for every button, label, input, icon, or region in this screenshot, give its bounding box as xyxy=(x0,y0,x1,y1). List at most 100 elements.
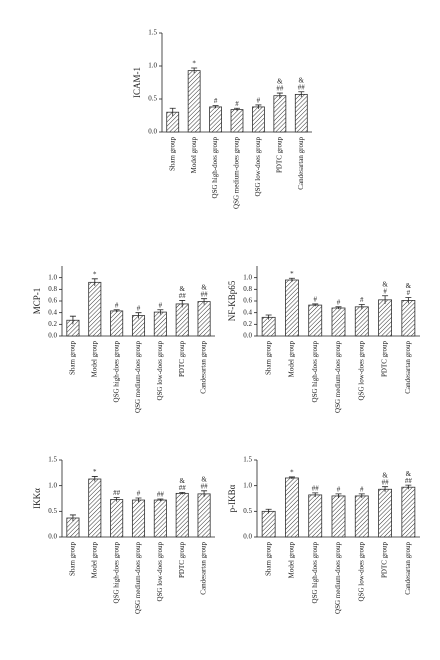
error-bar xyxy=(312,303,319,307)
x-tick-label: QSG high-does group xyxy=(211,137,219,199)
error-bar xyxy=(288,277,295,282)
x-tick-label: QSG medium-does group xyxy=(134,542,142,614)
x-tick-label: Candesartan group xyxy=(404,542,412,595)
significance-mark: & xyxy=(179,477,185,485)
error-bar xyxy=(358,493,365,498)
significance-mark: # xyxy=(115,301,119,309)
x-tick-label: PDTC group xyxy=(178,341,186,377)
error-bar xyxy=(113,309,120,313)
x-tick-label: Candesartan group xyxy=(297,137,305,190)
bar xyxy=(88,478,102,538)
significance-mark: & xyxy=(406,282,412,290)
x-tick-label: Candesartan group xyxy=(404,341,412,394)
bar xyxy=(308,494,323,538)
error-bar xyxy=(288,476,295,479)
bar xyxy=(294,93,308,133)
significance-mark: ## xyxy=(179,484,187,492)
error-bar xyxy=(405,297,412,304)
bar xyxy=(378,299,392,337)
bar xyxy=(197,301,211,337)
x-tick-label: Model group xyxy=(90,341,98,378)
x-tick-label: Model group xyxy=(190,137,198,174)
bar xyxy=(153,311,167,337)
bar xyxy=(209,106,222,133)
significance-mark: ## xyxy=(405,477,413,485)
significance-mark: # xyxy=(407,289,411,297)
significance-mark: ## xyxy=(312,484,320,492)
significance-mark: & xyxy=(277,78,283,86)
significance-mark: & xyxy=(382,471,388,479)
bar xyxy=(110,310,124,337)
x-tick-label: Sham group xyxy=(69,341,77,376)
y-tick-label: 0.0 xyxy=(148,128,157,136)
x-tick-label: Sham group xyxy=(69,542,77,577)
bar xyxy=(131,499,146,538)
x-tick-label: QSG high-does group xyxy=(311,341,319,403)
bar xyxy=(273,95,287,133)
y-axis-label: NF-KBp65 xyxy=(227,280,237,321)
x-tick-label: QSG low-does group xyxy=(357,341,365,401)
error-bar xyxy=(135,312,142,319)
y-tick-label: 0.5 xyxy=(48,507,57,515)
y-tick-label: 0.6 xyxy=(243,297,252,305)
x-tick-label: Sham group xyxy=(264,542,272,577)
bar xyxy=(153,499,167,538)
bar xyxy=(378,488,392,538)
significance-mark: & xyxy=(299,76,305,84)
significance-mark: # xyxy=(235,100,239,108)
significance-mark: ## xyxy=(382,478,390,486)
x-tick-label: Model group xyxy=(288,341,296,378)
error-bar xyxy=(335,493,342,498)
bar xyxy=(261,316,276,337)
x-tick-label: QSG low-does group xyxy=(357,542,365,602)
error-bar xyxy=(169,107,176,117)
bar xyxy=(197,493,211,538)
error-bar xyxy=(298,91,305,98)
y-tick-label: 1.0 xyxy=(243,481,252,489)
significance-mark: ## xyxy=(276,85,284,93)
error-bar xyxy=(276,92,283,99)
bar xyxy=(252,106,265,133)
y-tick-label: 0.0 xyxy=(243,332,252,340)
significance-mark: ## xyxy=(157,491,165,499)
bar xyxy=(285,279,299,337)
significance-mark: # xyxy=(214,97,218,105)
y-tick-label: 1.5 xyxy=(243,456,252,464)
x-tick-label: QSG medium-does group xyxy=(233,137,241,209)
significance-mark: ## xyxy=(298,83,306,91)
significance-mark: * xyxy=(93,468,97,476)
y-tick-label: 1.0 xyxy=(148,62,157,70)
y-tick-label: 1.0 xyxy=(243,273,252,281)
error-bar xyxy=(157,309,164,315)
error-bar xyxy=(91,278,98,286)
y-tick-label: 0.2 xyxy=(48,320,57,328)
significance-mark: ## xyxy=(179,292,187,300)
significance-mark: & xyxy=(201,283,207,291)
significance-mark: * xyxy=(192,60,196,68)
significance-mark: & xyxy=(201,475,207,483)
x-tick-label: Candesartan group xyxy=(200,341,208,394)
significance-mark: # xyxy=(337,485,341,493)
x-tick-label: Model group xyxy=(288,542,296,579)
error-bar xyxy=(382,295,389,304)
y-axis-label: p-IKBα xyxy=(227,484,237,512)
error-bar xyxy=(201,298,208,305)
significance-mark: & xyxy=(179,285,185,293)
error-bar xyxy=(312,492,319,497)
x-tick-label: QSG low-does group xyxy=(156,542,164,602)
bar xyxy=(285,477,299,538)
bar xyxy=(401,300,416,337)
bar xyxy=(401,486,416,538)
y-tick-label: 0.8 xyxy=(48,285,57,293)
y-axis-label: MCP-1 xyxy=(32,288,42,315)
y-tick-label: 0.8 xyxy=(243,285,252,293)
y-tick-label: 0.4 xyxy=(48,308,57,316)
error-bar xyxy=(113,497,120,502)
y-tick-label: 1.5 xyxy=(148,29,157,37)
bar xyxy=(110,499,124,538)
significance-mark: ## xyxy=(113,489,121,497)
bar xyxy=(354,495,369,538)
bar xyxy=(131,315,146,337)
error-bar xyxy=(212,105,219,109)
